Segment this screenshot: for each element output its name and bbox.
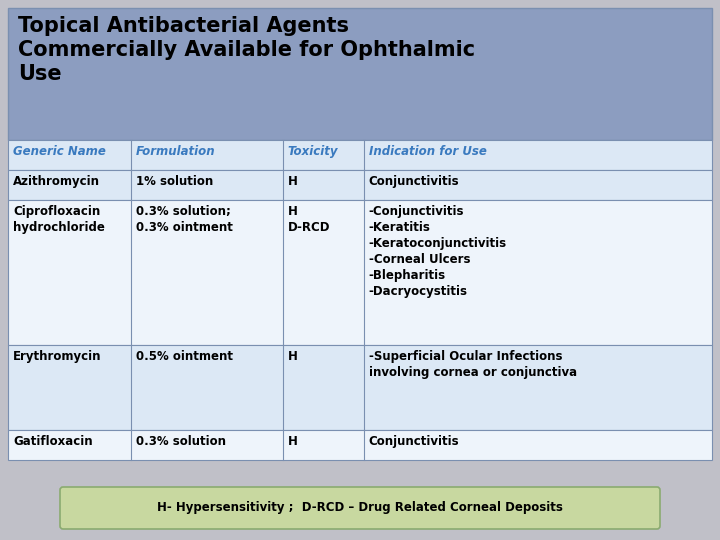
Bar <box>8 170 712 200</box>
Text: 1% solution: 1% solution <box>136 175 213 188</box>
Text: Conjunctivitis: Conjunctivitis <box>369 175 459 188</box>
Text: H
D-RCD: H D-RCD <box>287 205 330 234</box>
Text: Gatifloxacin: Gatifloxacin <box>13 435 93 448</box>
Text: H: H <box>287 350 297 363</box>
Bar <box>8 200 712 345</box>
Text: Formulation: Formulation <box>136 145 216 158</box>
Bar <box>8 430 712 460</box>
Text: 0.3% solution;
0.3% ointment: 0.3% solution; 0.3% ointment <box>136 205 233 234</box>
Text: -Superficial Ocular Infections
involving cornea or conjunctiva: -Superficial Ocular Infections involving… <box>369 350 577 379</box>
FancyBboxPatch shape <box>60 487 660 529</box>
Text: -Conjunctivitis
-Keratitis
-Keratoconjunctivitis
-Corneal Ulcers
-Blepharitis
-D: -Conjunctivitis -Keratitis -Keratoconjun… <box>369 205 507 298</box>
Text: Conjunctivitis: Conjunctivitis <box>369 435 459 448</box>
Text: Azithromycin: Azithromycin <box>13 175 100 188</box>
Text: H: H <box>287 435 297 448</box>
Text: Generic Name: Generic Name <box>13 145 106 158</box>
Bar <box>8 8 712 140</box>
Text: H- Hypersensitivity ;  D-RCD – Drug Related Corneal Deposits: H- Hypersensitivity ; D-RCD – Drug Relat… <box>157 502 563 515</box>
Text: 0.3% solution: 0.3% solution <box>136 435 226 448</box>
Text: Erythromycin: Erythromycin <box>13 350 102 363</box>
Text: Topical Antibacterial Agents
Commercially Available for Ophthalmic
Use: Topical Antibacterial Agents Commerciall… <box>18 16 475 84</box>
Bar <box>8 140 712 170</box>
Text: Ciprofloxacin
hydrochloride: Ciprofloxacin hydrochloride <box>13 205 105 234</box>
Text: Toxicity: Toxicity <box>287 145 338 158</box>
Bar <box>8 345 712 430</box>
Text: 0.5% ointment: 0.5% ointment <box>136 350 233 363</box>
Text: Indication for Use: Indication for Use <box>369 145 487 158</box>
Text: H: H <box>287 175 297 188</box>
